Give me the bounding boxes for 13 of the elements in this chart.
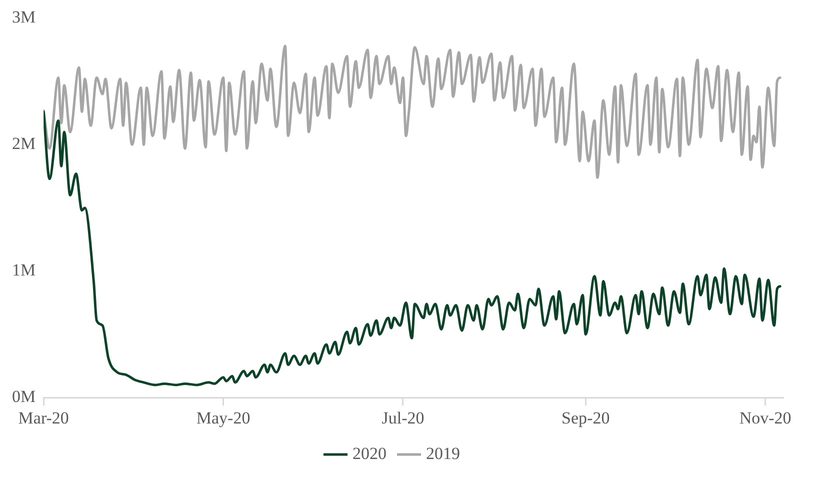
line-series (44, 44, 782, 179)
x-tick-label: Sep-20 (562, 408, 610, 428)
line-series (44, 110, 782, 386)
y-tick-label: 1M (12, 260, 36, 280)
y-tick-label: 2M (12, 134, 36, 154)
legend-label: 2019 (426, 444, 460, 463)
x-tick-label: Mar-20 (18, 408, 69, 428)
y-tick-label: 0M (12, 387, 36, 406)
x-tick-label: May-20 (196, 408, 250, 428)
y-tick-label: 3M (12, 8, 36, 27)
x-tick-label: Nov-20 (739, 408, 792, 428)
legend-label: 2020 (352, 444, 386, 463)
x-tick-label: Jul-20 (382, 408, 424, 428)
